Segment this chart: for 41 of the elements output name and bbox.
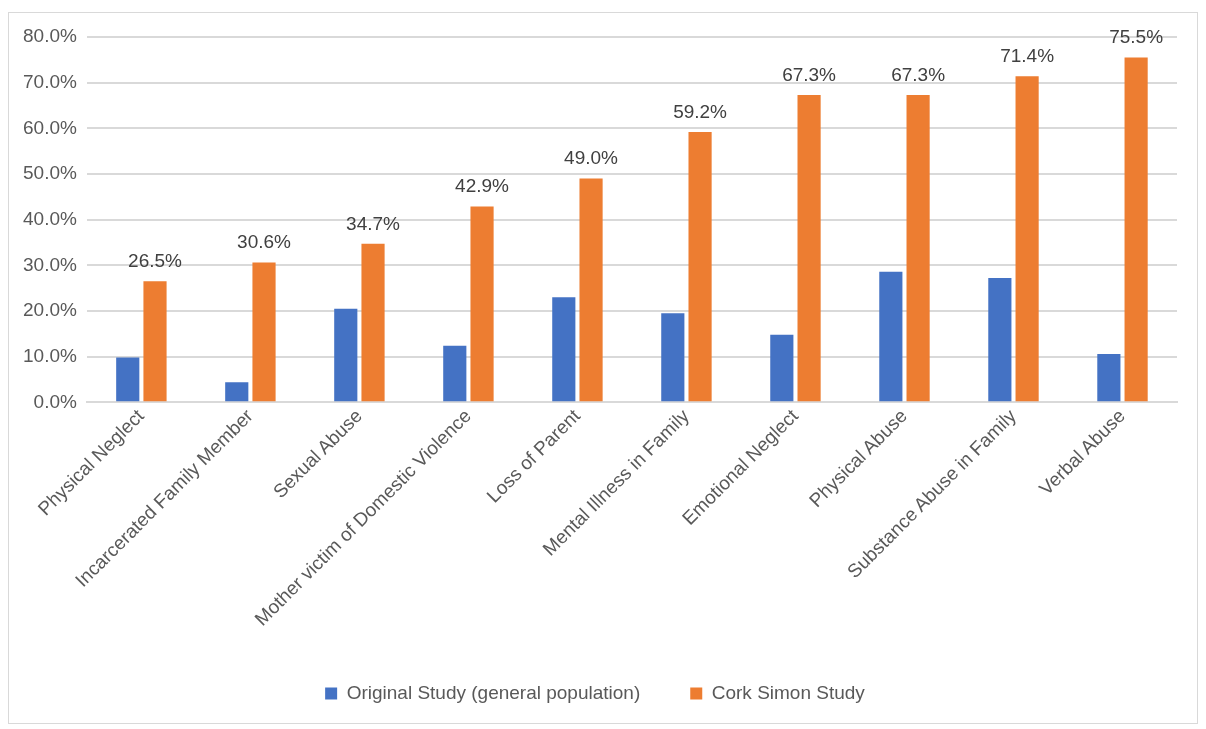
bar	[579, 178, 603, 402]
y-tick-label: 80.0%	[23, 25, 77, 47]
data-label: 30.6%	[237, 231, 292, 253]
data-label: 67.3%	[782, 63, 837, 85]
bar	[334, 308, 358, 402]
legend-label: Original Study (general population)	[346, 681, 641, 703]
data-label: 42.9%	[455, 175, 510, 197]
y-tick-label: 20.0%	[23, 299, 77, 321]
bar	[443, 345, 467, 402]
bar	[361, 243, 385, 402]
y-tick-label: 10.0%	[23, 344, 77, 366]
bar	[688, 131, 712, 402]
bar	[252, 262, 276, 402]
bar	[470, 206, 494, 402]
y-tick-label: 50.0%	[23, 162, 77, 184]
bar	[225, 382, 249, 402]
bar	[906, 94, 930, 402]
bar	[116, 357, 140, 402]
data-label: 34.7%	[346, 212, 401, 234]
bar	[770, 334, 794, 402]
data-label: 67.3%	[891, 63, 946, 85]
data-label: 49.0%	[564, 147, 619, 169]
y-tick-label: 30.0%	[23, 253, 77, 275]
bar	[552, 297, 576, 402]
bar	[988, 278, 1012, 402]
bar	[797, 94, 821, 402]
bar	[1124, 57, 1148, 402]
data-label: 71.4%	[1000, 45, 1055, 67]
y-tick-label: 60.0%	[23, 116, 77, 138]
data-label: 75.5%	[1109, 26, 1164, 48]
bar	[1097, 353, 1121, 402]
legend-label: Cork Simon Study	[711, 681, 866, 703]
data-label: 59.2%	[673, 100, 728, 122]
bar	[1015, 76, 1039, 402]
bar	[661, 313, 685, 402]
y-tick-label: 0.0%	[33, 390, 77, 412]
data-label: 26.5%	[128, 250, 183, 272]
bar	[143, 281, 167, 402]
y-tick-label: 40.0%	[23, 207, 77, 229]
y-tick-label: 70.0%	[23, 70, 77, 92]
bar	[879, 271, 903, 402]
